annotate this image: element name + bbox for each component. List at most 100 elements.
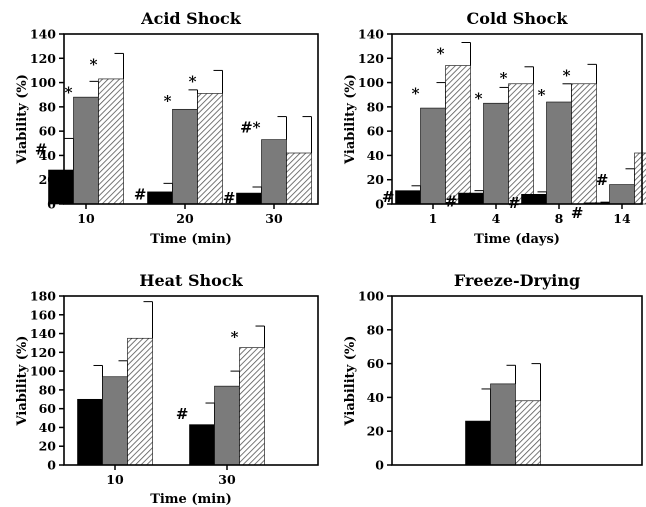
y-tick-label: 40 (39, 420, 57, 435)
chart-panel: Cold Shock 0 20 40 60 80 100 120 140 Viability (%… (343, 9, 646, 247)
y-tick-label: 60 (39, 401, 57, 416)
significance-mark: * (65, 83, 73, 101)
bar-black (77, 398, 103, 466)
y-tick-label: 60 (367, 124, 385, 139)
chart-panel: Freeze-Drying 0 20 40 60 80 100 Viability (%) (343, 271, 643, 473)
plot-frame (63, 33, 319, 205)
bar-black (147, 191, 173, 205)
significance-mark: * (164, 92, 172, 110)
y-axis-label: Viability (%) (343, 336, 358, 427)
y-tick-label: 0 (375, 197, 384, 212)
y-tick-label: 100 (358, 75, 384, 90)
bar-gray (483, 102, 509, 205)
y-tick-label: 20 (367, 424, 385, 439)
significance-mark: # (571, 204, 584, 222)
bar-gray (609, 184, 635, 205)
x-axis-label: Time (min) (150, 232, 232, 247)
bar-gray (546, 101, 572, 205)
chart-panel: Heat Shock 0 20 40 60 80 100 120 140 160 180 Viabil… (15, 271, 319, 507)
y-tick-label: 160 (30, 307, 56, 322)
bar-hatched (515, 400, 541, 466)
significance-mark: * (475, 89, 483, 107)
y-tick-label: 140 (30, 27, 56, 42)
y-axis-label: Viability (%) (343, 74, 358, 165)
bar-black (189, 424, 215, 466)
significance-mark: * (563, 66, 571, 84)
x-tick-label: 20 (176, 211, 194, 226)
bar-black (521, 193, 547, 205)
y-tick-label: 120 (30, 345, 56, 360)
significance-mark: # (445, 193, 458, 211)
y-tick-label: 80 (39, 99, 57, 114)
bar-hatched (98, 78, 124, 205)
y-tick-label: 40 (39, 148, 57, 163)
significance-mark: # (508, 194, 521, 212)
bar-gray (73, 96, 99, 205)
bar-gray (102, 376, 128, 466)
bar-black (458, 192, 484, 205)
significance-mark: * (231, 328, 239, 346)
bar-hatched (508, 83, 534, 205)
bar-hatched (197, 93, 223, 205)
y-tick-label: 120 (358, 51, 384, 66)
bar-gray (214, 385, 240, 466)
y-tick-label: 80 (367, 99, 385, 114)
y-tick-label: 0 (47, 458, 56, 473)
y-axis-label: Viability (%) (15, 74, 30, 165)
y-tick-label: 60 (39, 124, 57, 139)
chart-title: Cold Shock (467, 9, 569, 28)
x-tick-label: 30 (265, 211, 283, 226)
x-tick-label: 1 (429, 211, 438, 226)
significance-mark: #* (240, 119, 261, 137)
y-tick-label: 40 (367, 390, 385, 405)
significance-mark: # (35, 140, 48, 158)
significance-mark: * (189, 72, 197, 90)
x-axis-label: Time (days) (474, 232, 560, 247)
plot-frame (391, 295, 643, 466)
y-tick-label: 80 (367, 322, 385, 337)
y-tick-label: 120 (30, 51, 56, 66)
bar-gray (172, 108, 198, 205)
bar-gray (420, 107, 446, 205)
x-tick-label: 14 (613, 211, 631, 226)
bar-black (236, 192, 262, 205)
bar-gray (490, 383, 516, 466)
plot-frame (63, 295, 319, 466)
bar-gray (261, 139, 287, 205)
y-tick-label: 80 (39, 382, 57, 397)
bar-hatched (239, 347, 265, 466)
y-tick-label: 180 (30, 289, 56, 304)
chart-title: Freeze-Drying (454, 271, 580, 290)
significance-mark: # (223, 189, 236, 207)
significance-mark: * (538, 86, 546, 104)
bar-black (48, 169, 74, 205)
y-tick-label: 140 (358, 27, 384, 42)
x-tick-label: 10 (106, 472, 124, 487)
significance-mark: * (90, 55, 98, 73)
significance-mark: * (500, 69, 508, 87)
y-tick-label: 100 (30, 75, 56, 90)
bar-black (465, 420, 491, 466)
chart-title: Heat Shock (139, 271, 243, 290)
significance-mark: * (437, 45, 445, 63)
bar-hatched (127, 337, 153, 466)
bar-hatched (634, 152, 646, 205)
x-tick-label: 10 (77, 211, 95, 226)
x-axis-label: Time (min) (150, 492, 232, 507)
plot-frame (391, 33, 643, 205)
x-tick-label: 4 (492, 211, 501, 226)
y-tick-label: 60 (367, 356, 385, 371)
bar-hatched (445, 65, 471, 205)
bar-hatched (571, 83, 597, 205)
y-axis-label: Viability (%) (15, 336, 30, 427)
significance-mark: # (596, 171, 609, 189)
y-tick-label: 20 (39, 439, 57, 454)
y-tick-label: 100 (358, 289, 384, 304)
y-tick-label: 20 (367, 172, 385, 187)
significance-mark: # (176, 405, 189, 423)
x-tick-label: 30 (218, 472, 236, 487)
significance-mark: * (412, 85, 420, 103)
significance-mark: # (134, 185, 147, 203)
